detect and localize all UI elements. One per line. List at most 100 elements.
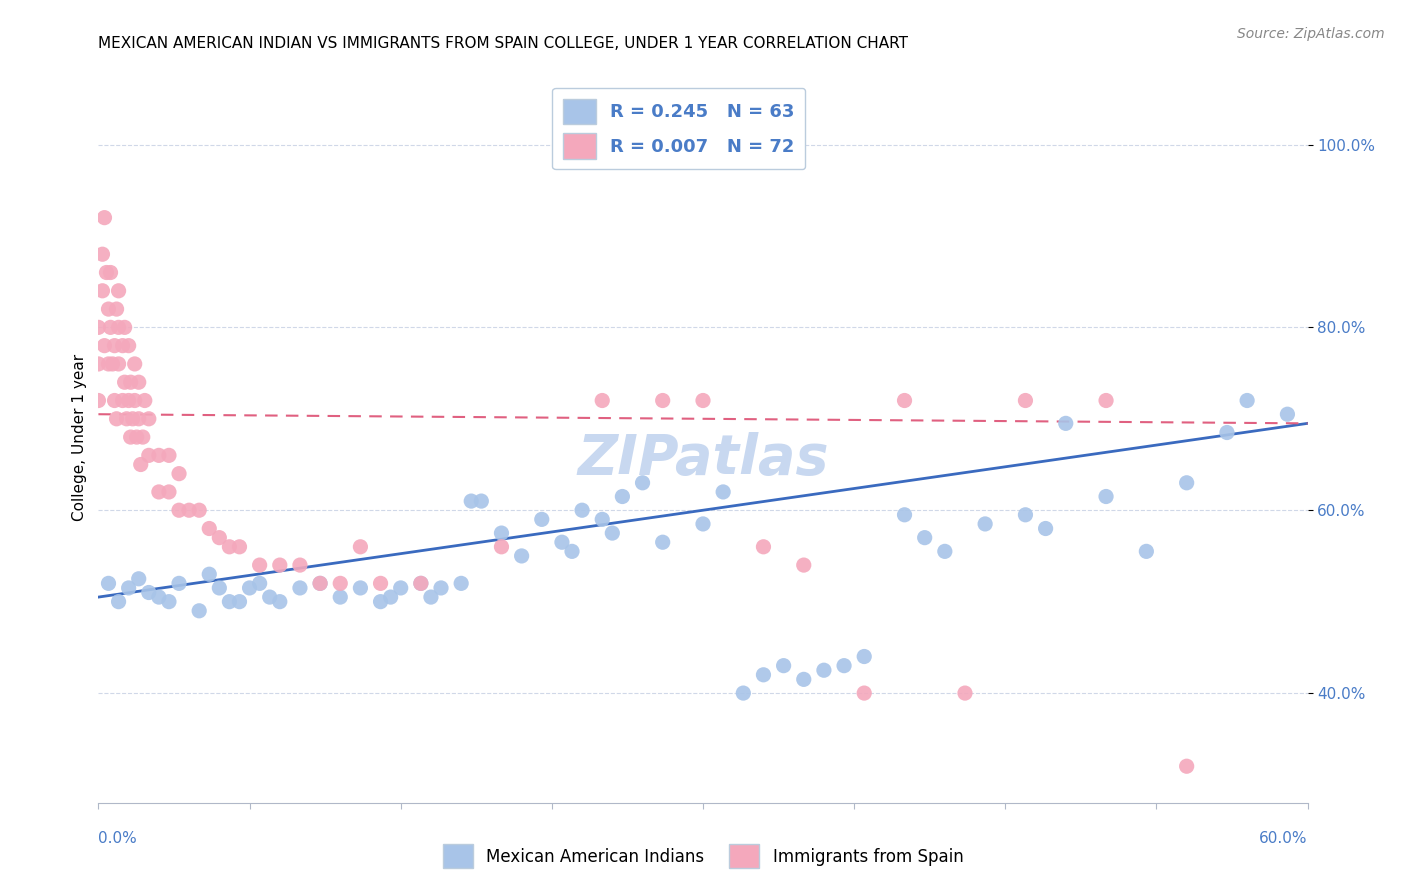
Point	[138, 412, 160, 426]
Point	[87, 357, 110, 371]
Point	[772, 658, 794, 673]
Point	[793, 558, 815, 573]
Point	[974, 516, 997, 531]
Point	[460, 494, 482, 508]
Point	[87, 393, 110, 408]
Point	[114, 376, 136, 390]
Point	[1035, 521, 1057, 535]
Point	[1236, 393, 1258, 408]
Point	[450, 576, 472, 591]
Point	[100, 266, 122, 280]
Point	[1175, 759, 1198, 773]
Point	[157, 594, 180, 608]
Text: MEXICAN AMERICAN INDIAN VS IMMIGRANTS FROM SPAIN COLLEGE, UNDER 1 YEAR CORRELATI: MEXICAN AMERICAN INDIAN VS IMMIGRANTS FR…	[98, 36, 908, 51]
Point	[530, 512, 553, 526]
Text: 0.0%: 0.0%	[98, 831, 138, 846]
Point	[128, 376, 150, 390]
Point	[125, 430, 148, 444]
Point	[329, 576, 352, 591]
Point	[551, 535, 574, 549]
Point	[893, 508, 915, 522]
Point	[853, 686, 876, 700]
Point	[198, 521, 221, 535]
Point	[1095, 393, 1118, 408]
Point	[692, 393, 714, 408]
Point	[309, 576, 332, 591]
Point	[103, 393, 125, 408]
Point	[370, 594, 392, 608]
Point	[1175, 475, 1198, 490]
Point	[91, 284, 114, 298]
Point	[832, 658, 855, 673]
Point	[329, 590, 352, 604]
Point	[148, 448, 170, 462]
Text: ZIPatlas: ZIPatlas	[578, 432, 828, 486]
Point	[118, 393, 141, 408]
Y-axis label: College, Under 1 year: College, Under 1 year	[72, 353, 87, 521]
Point	[571, 503, 593, 517]
Point	[430, 581, 453, 595]
Point	[380, 590, 402, 604]
Point	[120, 430, 142, 444]
Point	[389, 581, 412, 595]
Point	[612, 490, 634, 504]
Point	[409, 576, 432, 591]
Point	[111, 338, 134, 352]
Point	[1135, 544, 1157, 558]
Point	[208, 531, 231, 545]
Point	[813, 663, 835, 677]
Point	[370, 576, 392, 591]
Point	[269, 594, 291, 608]
Point	[409, 576, 432, 591]
Point	[239, 581, 262, 595]
Point	[228, 540, 250, 554]
Point	[115, 412, 138, 426]
Point	[1054, 417, 1077, 431]
Point	[107, 284, 129, 298]
Point	[138, 585, 160, 599]
Point	[118, 338, 141, 352]
Point	[103, 338, 125, 352]
Point	[91, 247, 114, 261]
Point	[148, 485, 170, 500]
Point	[97, 357, 120, 371]
Text: 60.0%: 60.0%	[1260, 831, 1308, 846]
Point	[100, 320, 122, 334]
Point	[269, 558, 291, 573]
Point	[134, 393, 156, 408]
Point	[124, 357, 146, 371]
Point	[128, 572, 150, 586]
Point	[934, 544, 956, 558]
Point	[87, 320, 110, 334]
Point	[651, 535, 673, 549]
Point	[420, 590, 443, 604]
Point	[198, 567, 221, 582]
Point	[107, 357, 129, 371]
Legend: Mexican American Indians, Immigrants from Spain: Mexican American Indians, Immigrants fro…	[436, 838, 970, 875]
Point	[97, 301, 120, 317]
Point	[1014, 508, 1036, 522]
Point	[249, 558, 271, 573]
Point	[132, 430, 155, 444]
Point	[752, 540, 775, 554]
Point	[893, 393, 915, 408]
Point	[249, 576, 271, 591]
Point	[510, 549, 533, 563]
Legend: R = 0.245   N = 63, R = 0.007   N = 72: R = 0.245 N = 63, R = 0.007 N = 72	[553, 87, 806, 169]
Point	[228, 594, 250, 608]
Point	[853, 649, 876, 664]
Point	[107, 594, 129, 608]
Point	[591, 512, 613, 526]
Point	[631, 475, 654, 490]
Point	[1014, 393, 1036, 408]
Point	[914, 531, 936, 545]
Point	[218, 594, 240, 608]
Point	[1216, 425, 1239, 440]
Point	[138, 448, 160, 462]
Point	[157, 485, 180, 500]
Point	[124, 393, 146, 408]
Point	[118, 581, 141, 595]
Point	[167, 576, 190, 591]
Point	[93, 338, 115, 352]
Point	[692, 516, 714, 531]
